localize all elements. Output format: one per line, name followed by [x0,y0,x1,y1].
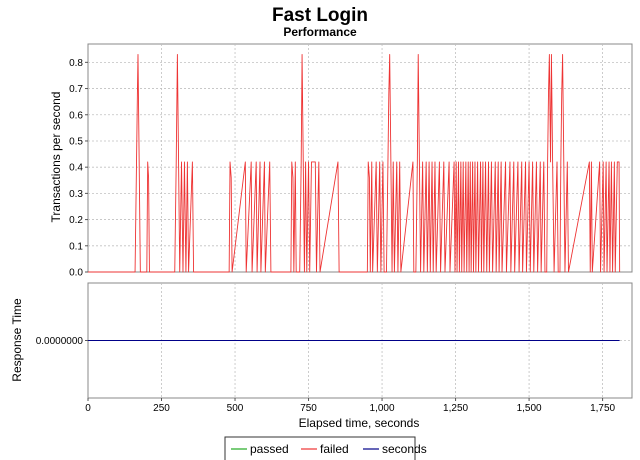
y-tick-label-tps: 0.4 [69,163,83,174]
y-tick-label-tps: 0.8 [69,58,83,69]
x-tick-label: 0 [85,403,91,414]
x-tick-label: 1,250 [443,403,468,414]
y-tick-label-tps: 0.1 [69,241,83,252]
y-tick-label-tps: 0.0 [69,268,83,279]
x-tick-label: 250 [153,403,170,414]
x-tick-label: 1,000 [370,403,395,414]
y-tick-label-tps: 0.5 [69,136,83,147]
chart-subtitle: Performance [283,25,357,39]
x-axis-label: Elapsed time, seconds [299,416,420,430]
y-tick-label-tps: 0.3 [69,189,83,200]
series-failed-line [88,54,621,273]
legend-box [224,436,416,460]
y-axis-label-response: Response Time [10,298,24,382]
tps-panel: 0.0 0.1 0.2 0.3 0.4 0.5 0.6 0.7 0.8 [69,43,633,279]
y-tick-label-response: 0.0000000 [36,336,84,347]
y-tick-label-tps: 0.6 [69,110,83,121]
chart-title: Fast Login [272,5,368,26]
legend-label-failed: failed [320,442,349,456]
legend-label-seconds: seconds [382,442,427,456]
x-tick-label: 750 [300,403,317,414]
y-tick-label-tps: 0.2 [69,215,83,226]
x-tick-label: 1,750 [590,403,615,414]
x-tick-label: 500 [227,403,244,414]
legend: passed failed seconds [224,436,427,460]
y-axis-label-tps: Transactions per second [49,92,63,223]
legend-label-passed: passed [250,442,289,456]
response-panel: 0.0000000 0 250 500 750 1,000 1,250 1,500 1,750 [36,282,633,414]
y-tick-label-tps: 0.7 [69,84,83,95]
x-tick-label: 1,500 [517,403,542,414]
